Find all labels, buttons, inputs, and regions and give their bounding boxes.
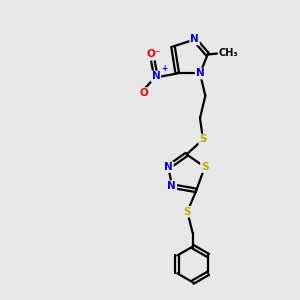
Text: +: + — [161, 64, 167, 73]
Text: O: O — [140, 88, 148, 98]
Text: N: N — [167, 181, 176, 191]
Text: O⁻: O⁻ — [147, 50, 161, 59]
Text: CH₃: CH₃ — [219, 48, 238, 58]
Text: N: N — [190, 34, 199, 44]
Text: N: N — [164, 162, 173, 172]
Text: S: S — [184, 207, 191, 217]
Text: N: N — [196, 68, 204, 79]
Text: N: N — [152, 71, 160, 82]
Text: S: S — [199, 134, 207, 145]
Text: S: S — [201, 162, 208, 172]
